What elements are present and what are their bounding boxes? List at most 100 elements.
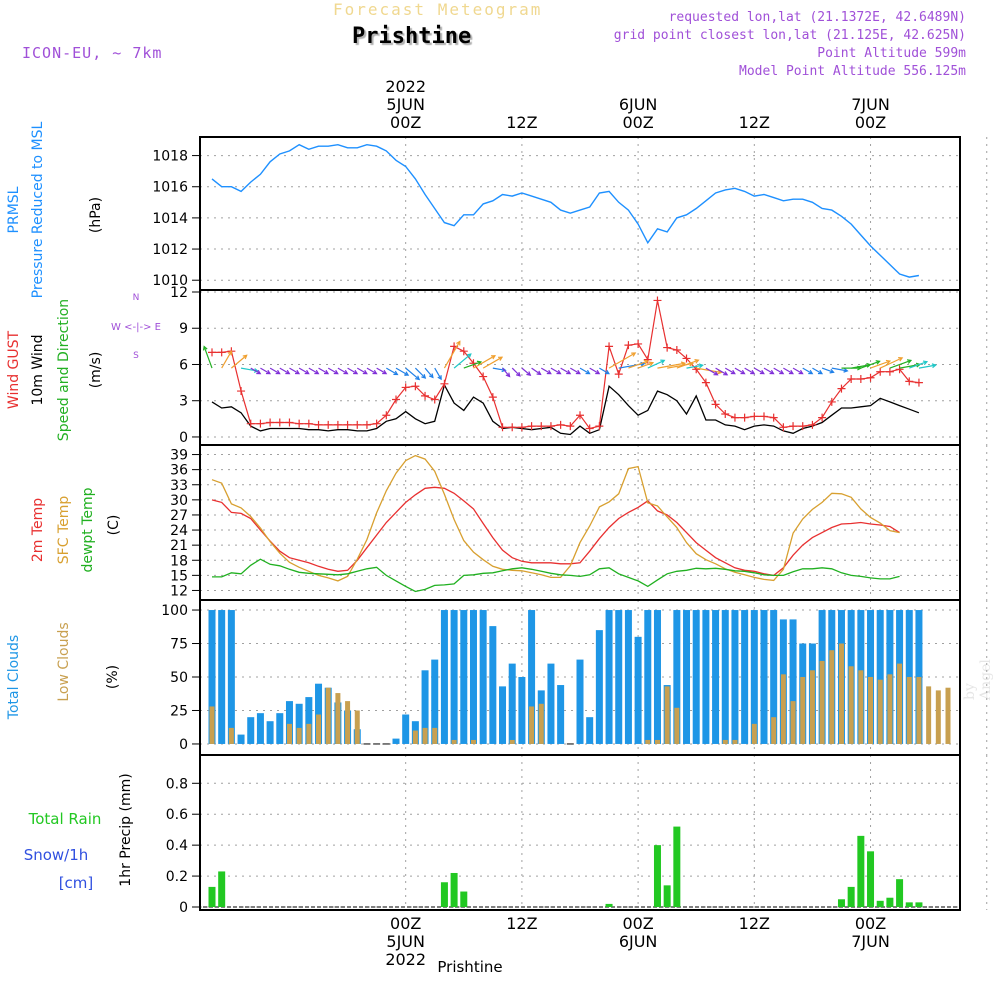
low-cloud-bar [509, 739, 515, 744]
total-cloud-bar [576, 659, 584, 744]
wind-dir-arrow [443, 341, 461, 369]
gust-marker [885, 367, 894, 376]
gust-marker [498, 423, 507, 432]
wind-dir-arrowhead [798, 369, 804, 375]
rain-bar [440, 882, 448, 907]
y-tick-label: 12 [170, 583, 188, 599]
precip-label-cm: [cm] [59, 874, 94, 892]
gust-marker [663, 343, 672, 352]
bottom-time-label: 7JUN [851, 932, 890, 951]
total-cloud-bar [615, 610, 623, 744]
wind-dir-arrow [676, 359, 699, 369]
wind-dir-arrowhead [515, 371, 521, 377]
gust-marker [208, 348, 216, 357]
gust-marker [430, 395, 439, 404]
compass-north: N [133, 293, 140, 303]
wind-dir-arrowhead [575, 369, 581, 375]
wind-dir-arrow [647, 359, 665, 369]
gust-marker [488, 393, 497, 402]
wind-dir-arrowhead [526, 371, 532, 376]
wind-dir-arrow [531, 367, 541, 375]
gust-marker [711, 400, 720, 409]
gust-marker [217, 348, 226, 357]
total-cloud-bar [624, 610, 632, 744]
wind-dir-arrow [250, 367, 261, 375]
gust-marker [479, 372, 488, 381]
gust-marker [343, 420, 352, 429]
low-cloud-bar [529, 706, 535, 744]
low-cloud-bar [335, 693, 341, 744]
low-cloud-bar [354, 710, 360, 744]
top-time-label: 5JUN [386, 95, 425, 114]
rain-bar [886, 897, 894, 907]
wind-dir-arrowhead [536, 370, 542, 376]
total-cloud-bar [644, 610, 652, 744]
gust-marker [769, 413, 778, 422]
wind-dir-arrow [657, 362, 685, 369]
wind-dir-arrow [463, 361, 482, 369]
y-tick-label: 50 [170, 670, 188, 686]
wind-dir-arrowhead [242, 354, 248, 360]
wind-dir-arrowhead [421, 373, 427, 379]
gust-marker [362, 420, 371, 429]
low-cloud-bar [790, 701, 796, 744]
gust-marker [740, 413, 749, 422]
y-tick-label: 0.2 [166, 869, 188, 885]
wind-dir-arrowhead [466, 353, 472, 359]
temp-line-1 [211, 454, 900, 582]
total-cloud-bar [295, 703, 303, 744]
gust-marker [304, 419, 313, 428]
cloud-unit: (%) [105, 665, 121, 689]
wind-dir-arrow [637, 362, 654, 369]
low-cloud-bar [751, 723, 757, 744]
y-tick-label: 0 [179, 737, 188, 753]
top-time-label: 12Z [506, 113, 537, 132]
wind-dir-arrow [337, 367, 348, 375]
wind-dir-arrow [608, 352, 636, 369]
gust-marker [905, 377, 914, 386]
total-cloud-bar [876, 610, 884, 744]
gust-marker [508, 423, 517, 432]
wind-dir-arrowhead [906, 359, 913, 364]
wind-dir-arrowhead [285, 369, 291, 375]
gust-marker [556, 420, 565, 429]
wind-dir-arrow [502, 367, 511, 377]
wind-dir-arrow [870, 360, 891, 369]
cloud-ylabel-low: Low Clouds [56, 622, 72, 701]
y-tick-label: 33 [170, 478, 188, 494]
temp-ylabel-2m: 2m Temp [30, 498, 46, 562]
wind-dir-arrow [686, 364, 703, 369]
requested-coords: requested lon,lat (21.1372E, 42.6489N) [668, 10, 966, 25]
bottom-time-label: 12Z [739, 914, 770, 933]
total-cloud-bar [266, 721, 274, 744]
wind-dir-arrowhead [730, 369, 736, 375]
wind-dir-arrow [521, 367, 531, 376]
low-cloud-bar [654, 739, 660, 744]
gust-marker [760, 412, 768, 421]
wind-dir-arrowhead [931, 363, 937, 369]
gust-marker [333, 420, 342, 429]
gust-marker [440, 379, 449, 388]
wind-dir-arrow [570, 367, 581, 375]
wind-dir-arrowhead [750, 369, 756, 375]
wind-dir-arrow [831, 367, 848, 372]
y-tick-label: 12 [170, 285, 188, 301]
top-time-label: 7JUN [851, 95, 890, 114]
precip-ylabel: 1hr Precip (mm) [118, 773, 134, 886]
pressure-unit: (hPa) [88, 197, 104, 233]
bottom-time-label: 6JUN [619, 932, 658, 951]
gust-marker [837, 384, 846, 393]
wind-dir-arrowhead [817, 369, 824, 375]
rain-bar [857, 835, 865, 907]
wind-dir-arrow [318, 367, 329, 375]
total-cloud-bar [547, 663, 555, 744]
wind-dir-arrowhead [253, 368, 260, 373]
low-cloud-bar [877, 679, 883, 744]
low-cloud-bar [732, 739, 738, 744]
wind-dir-arrow [540, 367, 552, 375]
wind-dir-arrowhead [779, 369, 785, 375]
gust-marker [895, 365, 904, 374]
wind-dir-arrow [366, 367, 377, 375]
wind-dir-arrowhead [294, 369, 301, 375]
wind-dir-arrowhead [428, 373, 434, 379]
